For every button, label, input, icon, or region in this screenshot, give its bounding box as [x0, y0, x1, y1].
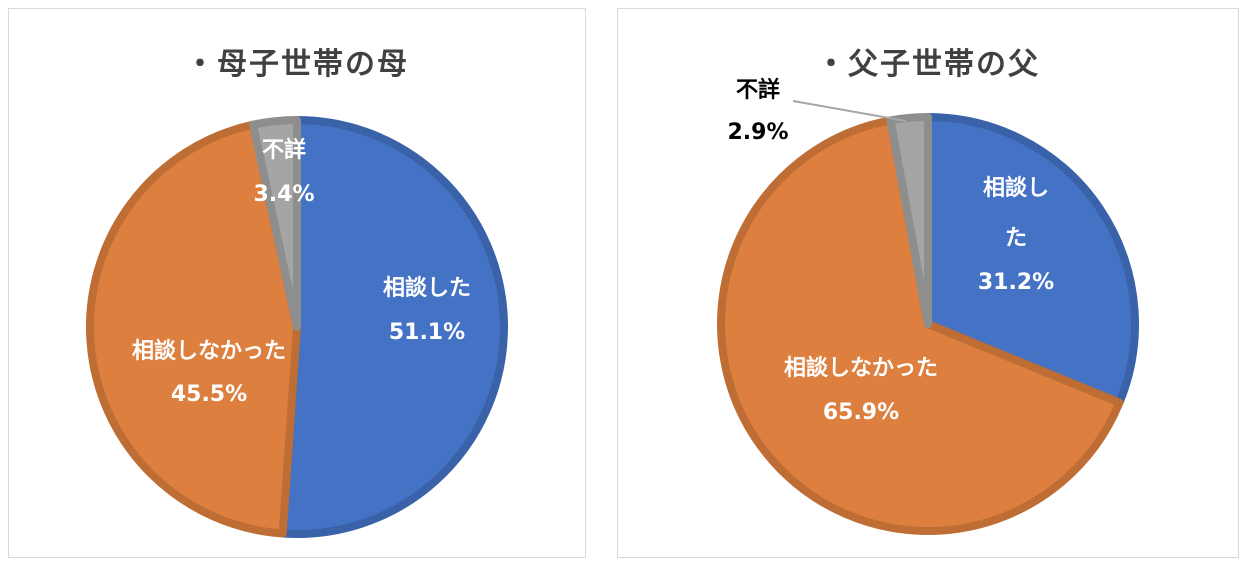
pie-slice-not-consulted [86, 120, 301, 538]
slice-category-label-consulted-2: た [1005, 226, 1027, 251]
slice-value-label-unknown: 2.9% [727, 120, 788, 145]
slice-value-label-not-consulted: 65.9% [823, 400, 899, 425]
pie-slice-consulted [278, 116, 508, 538]
slice-value-label-unknown: 3.4% [253, 182, 314, 207]
slice-category-label-consulted: 相談した [383, 275, 471, 301]
chart-panel-father: ・父子世帯の父 相談した 31.2% 相談しなかった 65.9% 不詳 2.9% [617, 8, 1239, 558]
pie-slice-unknown [886, 113, 932, 328]
slice-category-label-not-consulted: 相談しなかった [132, 338, 286, 364]
slice-category-label-not-consulted: 相談しなかった [784, 355, 938, 381]
pie-chart-mother: 相談した 51.1% 相談しなかった 45.5% 不詳 3.4% [86, 116, 508, 538]
slice-value-label-consulted: 51.1% [389, 320, 465, 345]
leader-line-unknown [792, 100, 907, 122]
slice-category-label-consulted-1: 相談し [983, 175, 1049, 201]
slice-value-label-not-consulted: 45.5% [171, 382, 247, 407]
pie-slice-not-consulted [717, 116, 1124, 535]
chart-panel-mother: ・母子世帯の母 相談した 51.1% 相談しなかった 45.5% 不詳 3.4% [8, 8, 586, 558]
slice-value-label-consulted: 31.2% [978, 270, 1054, 295]
pie-slice-unknown [249, 116, 301, 331]
slice-category-label-unknown: 不詳 [262, 137, 306, 163]
pie-slice-consulted [924, 113, 1139, 407]
slice-category-label-unknown: 不詳 [736, 77, 780, 103]
pie-chart-father: 相談した 31.2% 相談しなかった 65.9% 不詳 2.9% [717, 77, 1139, 535]
chart-title-father: ・父子世帯の父 [816, 47, 1040, 82]
chart-title-mother: ・母子世帯の母 [185, 47, 409, 82]
